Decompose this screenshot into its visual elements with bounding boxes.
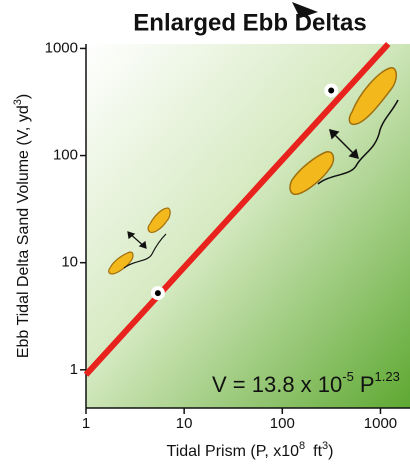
y-tick-label: 1000 [45, 39, 78, 56]
y-label-sup: 3 [12, 99, 24, 105]
delta-illustration-small [108, 207, 171, 275]
equation-part: -5 [342, 369, 354, 384]
x-tick-label: 1000 [364, 415, 397, 432]
x-tick-label: 1 [82, 415, 90, 432]
x-label-text: ft [313, 443, 322, 460]
x-label-sup: 3 [322, 440, 328, 452]
y-tick-label: 100 [53, 147, 78, 164]
equation-part: V = 13.8 x 10 [212, 372, 342, 397]
x-tick-label: 10 [176, 415, 193, 432]
x-label-text: ) [328, 443, 333, 460]
y-tick-label: 10 [61, 254, 78, 271]
chart-title: Enlarged Ebb Deltas [133, 9, 366, 36]
delta-illustration-large [289, 67, 399, 196]
equation-part: P [360, 372, 375, 397]
equation-part: 1.23 [375, 369, 400, 384]
x-label-sup: 8 [299, 440, 305, 452]
trend-line [83, 41, 391, 377]
x-label-text: Tidal Prism (P, x10 [167, 443, 300, 460]
arrow-decoration [292, 2, 318, 18]
data-point [150, 286, 165, 301]
y-tick-label: 1 [70, 361, 78, 378]
x-axis-label: Tidal Prism (P, x108 ft3) [167, 440, 334, 460]
x-tick-label: 100 [270, 415, 295, 432]
data-point [324, 83, 339, 98]
y-label-text: ) [15, 94, 32, 99]
y-axis-label: Ebb Tidal Delta Sand Volume (V, yd3) [12, 94, 32, 358]
y-label-text: Ebb Tidal Delta Sand Volume (V, yd [15, 105, 32, 358]
equation: V = 13.8 x 10-5 P1.23 [212, 369, 400, 396]
